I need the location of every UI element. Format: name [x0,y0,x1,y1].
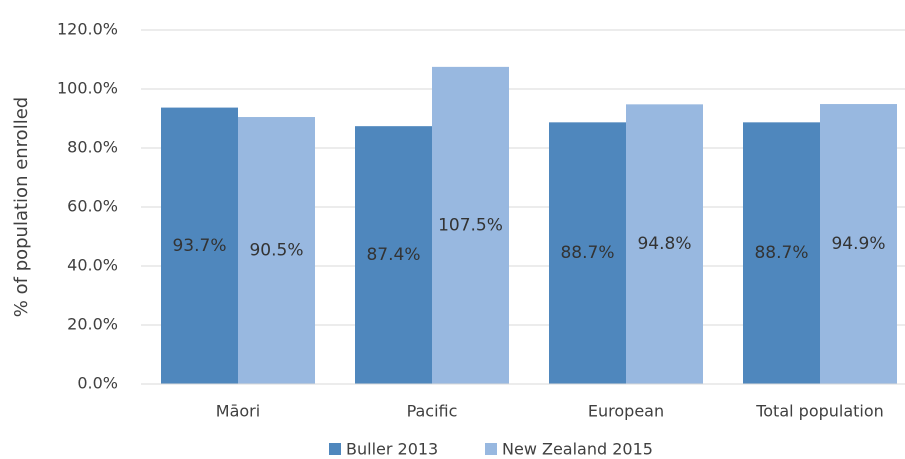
bar [743,122,820,385]
x-tick-label: Māori [216,402,260,421]
data-label: 88.7% [754,243,808,263]
bar [355,126,432,385]
bar [432,66,509,384]
x-tick-label: Pacific [407,402,458,421]
data-label: 107.5% [438,215,503,235]
x-tick-label: Total population [755,402,884,421]
y-tick-label: 20.0% [67,315,118,334]
x-tick-label: European [588,402,664,421]
y-tick-label: 0.0% [77,374,118,393]
data-label: 88.7% [560,243,614,263]
y-axis-title: % of population enrolled [11,97,32,317]
bar [238,117,315,385]
bar [161,107,238,385]
data-label: 94.8% [637,234,691,254]
data-label: 94.9% [831,234,885,254]
bar [549,122,626,385]
bar [820,104,897,385]
data-label: 90.5% [249,241,303,261]
legend-swatch [329,443,341,455]
bar [626,104,703,384]
legend-swatch [485,443,497,455]
y-tick-label: 60.0% [67,197,118,216]
data-label: 87.4% [366,245,420,265]
y-tick-label: 80.0% [67,138,118,157]
y-tick-label: 120.0% [57,20,118,39]
y-tick-label: 40.0% [67,256,118,275]
legend-label: Buller 2013 [346,440,438,459]
data-label: 93.7% [172,236,226,256]
legend-label: New Zealand 2015 [502,440,653,459]
y-tick-label: 100.0% [57,79,118,98]
